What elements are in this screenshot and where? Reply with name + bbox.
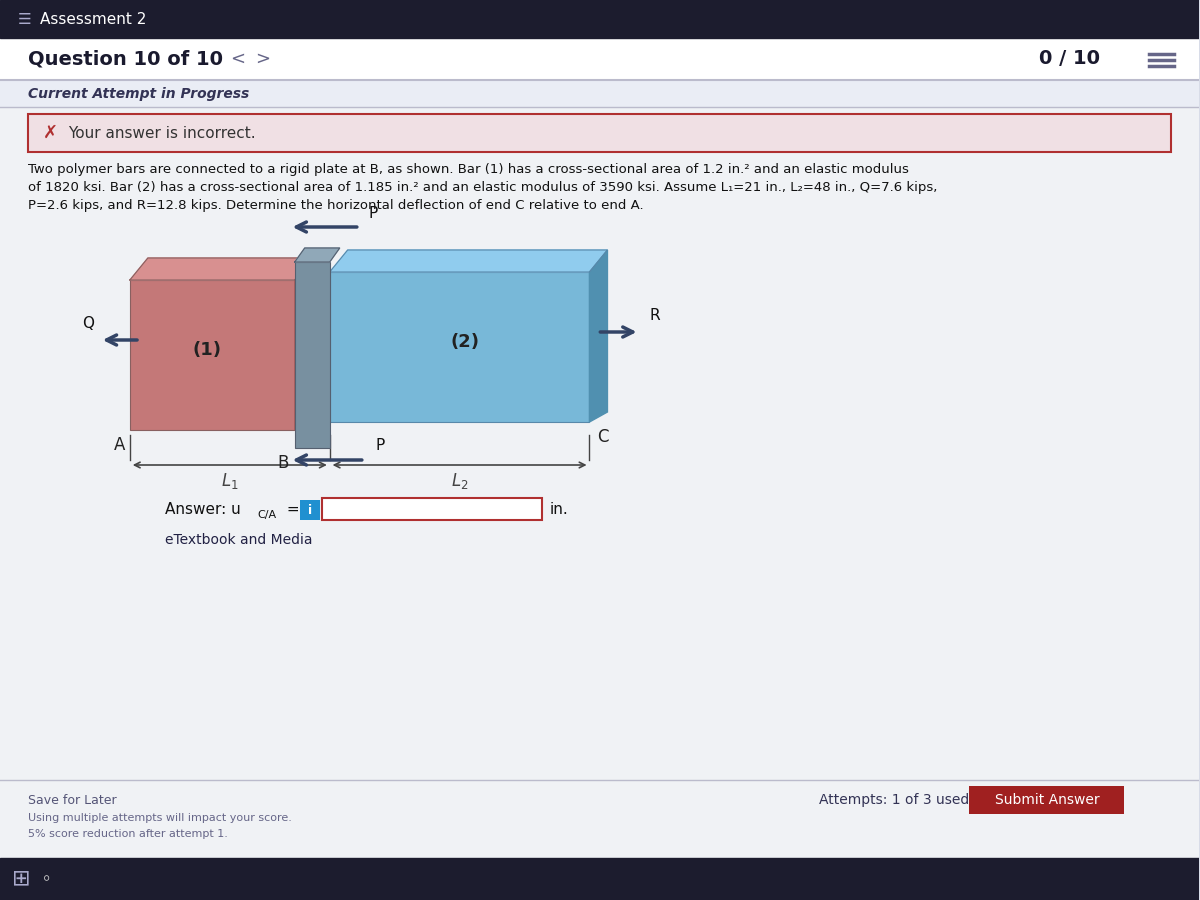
Text: eTextbook and Media: eTextbook and Media bbox=[164, 533, 312, 547]
Text: Attempts: 1 of 3 used: Attempts: 1 of 3 used bbox=[820, 793, 970, 807]
Bar bbox=[970, 786, 1124, 814]
Bar bbox=[130, 280, 295, 430]
Text: P: P bbox=[376, 438, 384, 454]
Text: in.: in. bbox=[550, 502, 569, 518]
Text: ⚪: ⚪ bbox=[42, 874, 52, 884]
Polygon shape bbox=[330, 250, 607, 272]
Text: Two polymer bars are connected to a rigid plate at B, as shown. Bar (1) has a cr: Two polymer bars are connected to a rigi… bbox=[28, 164, 908, 176]
Text: Answer: u: Answer: u bbox=[164, 502, 241, 518]
Text: B: B bbox=[277, 454, 289, 472]
Text: (1): (1) bbox=[193, 341, 222, 359]
Text: R: R bbox=[649, 309, 660, 323]
Polygon shape bbox=[130, 258, 313, 280]
Text: ☰: ☰ bbox=[18, 12, 31, 26]
Bar bbox=[322, 498, 541, 520]
Text: $L_2$: $L_2$ bbox=[451, 471, 468, 491]
Bar bbox=[0, 858, 1199, 900]
Bar bbox=[28, 114, 1171, 152]
Text: ⊞: ⊞ bbox=[12, 869, 31, 889]
Bar bbox=[300, 500, 319, 520]
Text: P: P bbox=[368, 205, 377, 220]
Bar bbox=[0, 0, 1199, 38]
Text: C/A: C/A bbox=[258, 510, 277, 520]
Bar bbox=[0, 38, 1199, 80]
Text: of 1820 ksi. Bar (2) has a cross-sectional area of 1.185 in.² and an elastic mod: of 1820 ksi. Bar (2) has a cross-section… bbox=[28, 182, 937, 194]
Bar bbox=[0, 80, 1199, 107]
Polygon shape bbox=[295, 248, 340, 262]
Polygon shape bbox=[589, 250, 607, 422]
Text: Question 10 of 10: Question 10 of 10 bbox=[28, 50, 223, 68]
Text: A: A bbox=[114, 436, 125, 454]
Polygon shape bbox=[295, 258, 313, 430]
Bar bbox=[330, 272, 589, 422]
Text: (2): (2) bbox=[450, 333, 479, 351]
Text: Q: Q bbox=[82, 317, 94, 331]
Text: Assessment 2: Assessment 2 bbox=[40, 12, 146, 26]
Text: Your answer is incorrect.: Your answer is incorrect. bbox=[68, 125, 256, 140]
Text: >: > bbox=[254, 50, 270, 68]
Text: 0 / 10: 0 / 10 bbox=[1039, 50, 1100, 68]
Text: Submit Answer: Submit Answer bbox=[995, 793, 1099, 807]
Bar bbox=[295, 262, 330, 448]
Text: =: = bbox=[282, 502, 299, 518]
Text: $L_1$: $L_1$ bbox=[221, 471, 239, 491]
Text: Current Attempt in Progress: Current Attempt in Progress bbox=[28, 87, 250, 101]
Text: <: < bbox=[229, 50, 245, 68]
Text: ✗: ✗ bbox=[42, 124, 58, 142]
Text: Using multiple attempts will impact your score.: Using multiple attempts will impact your… bbox=[28, 813, 292, 823]
Text: i: i bbox=[307, 503, 312, 517]
Text: P=2.6 kips, and R=12.8 kips. Determine the horizontal deflection of end C relati: P=2.6 kips, and R=12.8 kips. Determine t… bbox=[28, 200, 643, 212]
Text: C: C bbox=[598, 428, 608, 446]
Text: 5% score reduction after attempt 1.: 5% score reduction after attempt 1. bbox=[28, 829, 228, 839]
Text: Save for Later: Save for Later bbox=[28, 794, 116, 806]
